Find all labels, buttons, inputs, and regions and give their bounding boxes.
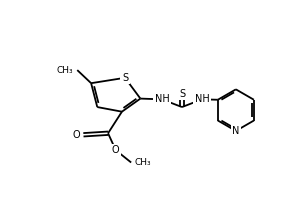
Text: O: O	[112, 145, 119, 155]
Text: NH: NH	[155, 94, 169, 104]
Text: S: S	[179, 89, 185, 99]
Text: CH₃: CH₃	[134, 158, 151, 167]
Text: CH₃: CH₃	[56, 66, 73, 75]
Text: NH: NH	[195, 94, 209, 104]
Text: N: N	[232, 126, 240, 136]
Text: O: O	[73, 130, 80, 140]
Text: S: S	[122, 73, 128, 83]
